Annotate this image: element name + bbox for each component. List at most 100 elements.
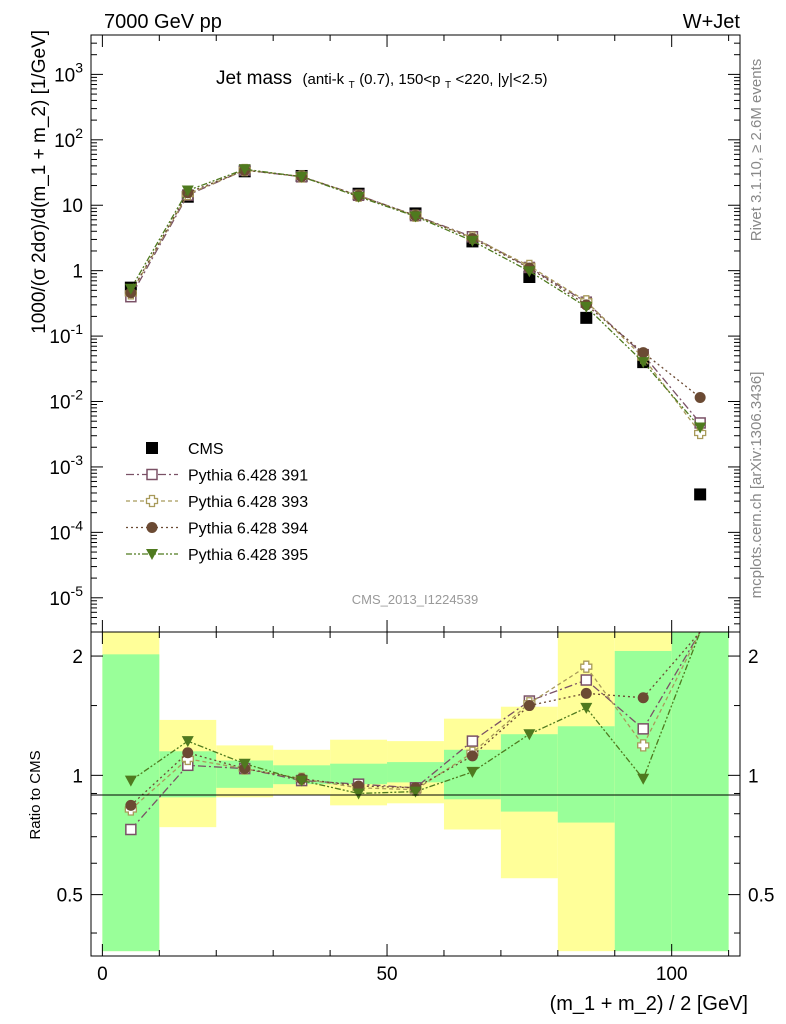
ratio-data-point <box>466 735 479 747</box>
tick-base: 10 <box>49 523 70 544</box>
plot-title-detail-suffix: <220, |y|<2.5) <box>456 71 548 88</box>
main-data-point <box>124 283 137 295</box>
plot-title-main: Jet mass <box>216 68 292 89</box>
plot-title-sub1: T <box>349 80 355 91</box>
ratio-data-point <box>637 739 650 752</box>
main-y-tick-label: 10 <box>62 196 83 217</box>
ratio-data-point <box>125 823 137 836</box>
tick-base: 10 <box>49 393 70 414</box>
x-tick-label: 100 <box>656 964 688 985</box>
main-y-tick-label: 10-3 <box>49 452 83 479</box>
header-right: W+Jet <box>683 11 741 33</box>
main-data-point <box>580 301 593 313</box>
tick-base: 10 <box>54 65 75 86</box>
main-plot-frame <box>90 34 741 633</box>
tick-exponent: -3 <box>71 452 84 468</box>
ratio-y-tick-label-right: 1 <box>748 766 759 787</box>
main-data-point <box>523 266 536 278</box>
tick-base: 10 <box>49 327 70 348</box>
green-band-bin <box>671 632 729 952</box>
ratio-data-point <box>580 687 592 699</box>
ratio-data-point <box>466 766 479 778</box>
legend: CMS Pythia 6.428 391 Pythia 6.428 393 Pythi… <box>126 441 308 564</box>
legend-label: CMS <box>188 441 224 458</box>
legend-marker <box>145 494 159 508</box>
main-data-point <box>238 164 251 176</box>
main-series-2 <box>124 163 707 440</box>
ratio-data-point <box>125 799 137 811</box>
tick-exponent: 3 <box>75 59 83 75</box>
x-tick-label: 50 <box>376 964 397 985</box>
legend-marker <box>146 468 158 481</box>
main-series-line <box>130 169 701 399</box>
plot-title-sub2: T <box>445 80 451 91</box>
ratio-y-tick-label: 2 <box>72 647 83 668</box>
ratio-data-point <box>466 750 478 762</box>
main-y-axis-title: 1000/(σ 2dσ)/d(m_1 + m_2) [1/GeV] <box>29 30 50 334</box>
mcplots-label: mcplots.cern.ch [arXiv:1306.3436] <box>748 372 765 599</box>
green-band-bin <box>330 763 388 785</box>
legend-entry-2: Pythia 6.428 393 <box>126 494 308 511</box>
ratio-axis-ticks: 0.5 0.5 1 1 2 2 <box>57 647 774 934</box>
ratio-data-point <box>637 773 650 785</box>
legend-entry-1: Pythia 6.428 391 <box>126 468 308 485</box>
plot-title: Jet mass (anti-k T (0.7), 150<p T <220, … <box>216 68 548 92</box>
main-data-point <box>295 171 308 183</box>
rivet-label: Rivet 3.1.10, ≥ 2.6M events <box>748 59 765 242</box>
main-data-point <box>694 422 707 434</box>
ratio-uncertainty-bands <box>102 632 729 952</box>
legend-marker <box>146 549 158 560</box>
ratio-series-line <box>130 631 701 806</box>
ratio-data-point <box>238 758 251 770</box>
ratio-data-point <box>580 660 593 673</box>
tick-base: 10 <box>54 131 75 152</box>
main-y-tick-label: 10-4 <box>49 517 83 544</box>
ratio-data-point <box>409 786 422 798</box>
ratio-series-2 <box>125 631 701 811</box>
ratio-data-point <box>523 700 535 712</box>
ratio-y-axis-title: Ratio to CMS <box>27 750 44 839</box>
legend-entry-3: Pythia 6.428 394 <box>126 521 308 538</box>
analysis-watermark: CMS_2013_I1224539 <box>352 592 479 607</box>
main-data-point <box>694 392 706 404</box>
ratio-y-tick-label: 0.5 <box>57 886 83 907</box>
tick-exponent: -1 <box>71 321 84 337</box>
main-series-1 <box>125 164 706 429</box>
ratio-data-point <box>295 775 308 787</box>
ratio-series-line <box>130 631 701 810</box>
legend-label: Pythia 6.428 393 <box>188 494 308 511</box>
tick-exponent: -4 <box>71 517 84 533</box>
tick-exponent: -5 <box>71 583 84 599</box>
tick-base: 10 <box>49 458 70 479</box>
ratio-data-point <box>182 747 194 759</box>
main-data-point <box>466 235 479 247</box>
legend-label: Pythia 6.428 391 <box>188 468 308 485</box>
ratio-data-point <box>352 788 365 800</box>
main-data-point <box>637 347 649 359</box>
ratio-data-point <box>124 775 137 787</box>
ratio-data-series <box>124 631 701 836</box>
main-y-tick-label: 103 <box>54 59 83 86</box>
ratio-data-point <box>181 736 194 748</box>
green-band-bin <box>557 726 615 823</box>
legend-entry-0: CMS <box>146 441 224 458</box>
legend-entry-4: Pythia 6.428 395 <box>126 547 308 564</box>
green-band-bin <box>387 762 444 783</box>
main-data-point <box>409 211 422 223</box>
tick-base: 10 <box>49 589 70 610</box>
plot-title-detail-prefix: (anti-k <box>302 71 344 88</box>
main-data-point <box>181 185 194 197</box>
main-y-tick-label: 10-1 <box>49 321 83 348</box>
ratio-data-point <box>580 674 593 686</box>
main-data-point <box>580 311 593 324</box>
legend-marker <box>146 522 158 533</box>
header-left: 7000 GeV pp <box>104 11 222 33</box>
ratio-y-tick-label: 1 <box>72 766 83 787</box>
x-tick-label: 0 <box>97 964 108 985</box>
x-axis-title: (m_1 + m_2) / 2 [GeV] <box>550 993 748 1015</box>
main-series-4 <box>124 164 707 434</box>
ratio-data-point <box>523 729 536 741</box>
plot-title-detail-mid: (0.7), 150<p <box>359 71 440 88</box>
